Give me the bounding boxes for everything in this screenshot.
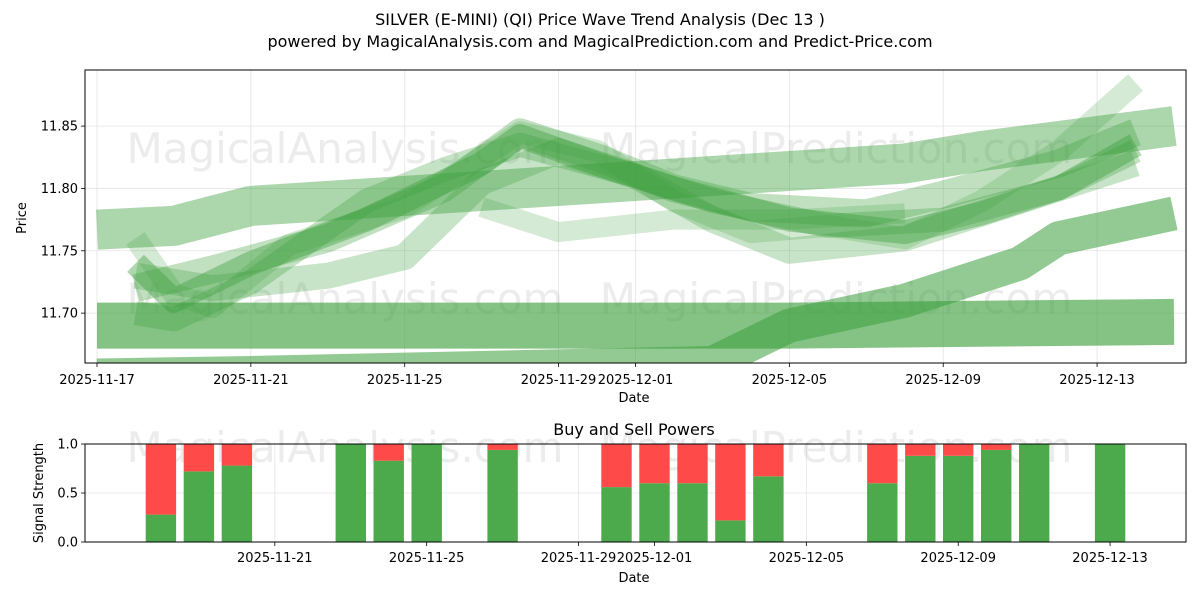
wave-band-2 [97,298,1175,349]
y-tick-label: 1.0 [57,438,78,453]
wave-band-5 [126,74,1143,318]
y-tick-label: 11.70 [41,307,78,322]
x-tick-label: 2025-12-05 [769,551,845,566]
sell-bar [753,444,784,477]
y-tick-label: 11.85 [41,120,78,135]
x-tick-label: 2025-11-29 [541,551,617,566]
buy-bar [981,449,1012,542]
buy-bar [943,455,974,542]
sell-bar [183,444,215,472]
price-wave-plot: 2025-11-17 2025-11-21 2025-11-25 2025-11-29… [41,69,1187,388]
buy-bar [753,476,784,542]
bottom-chart-title: Buy and Sell Powers [553,420,715,439]
sell-bar [487,444,518,450]
buy-bar [373,460,404,542]
x-tick-label: 2025-11-21 [237,551,313,566]
buy-bar [411,444,442,542]
watermark-text: MagicalAnalysis.com [127,124,564,173]
sell-bar [677,444,708,484]
sell-bar [601,444,632,488]
wave-band-3 [96,196,1178,363]
x-tick-label: 2025-12-01 [617,551,693,566]
sell-bar [867,444,898,484]
sell-bar [373,444,404,461]
buy-bar [221,465,253,542]
sell-bar [981,444,1012,450]
x-tick-label: 2025-12-05 [752,373,828,388]
y-tick-label: 0.0 [57,536,78,551]
x-tick-label: 2025-12-09 [905,373,981,388]
sell-bar [639,444,670,484]
chart-subtitle: powered by MagicalAnalysis.com and Magic… [267,32,932,51]
buy-bar [639,483,670,542]
x-tick-label: 2025-11-29 [521,373,597,388]
buy-bar [1094,444,1126,542]
buy-bar [487,449,518,542]
x-tick-label: 2025-11-17 [59,373,135,388]
sell-bar [145,444,177,515]
buy-bar [715,520,746,542]
buy-bar [1019,444,1050,542]
y-axis-label-top: Price [15,202,30,234]
buy-bar [905,455,936,542]
sell-bar [905,444,936,456]
x-axis-label-top: Date [618,391,649,406]
buy-bar [601,487,632,542]
wave-bands [96,74,1178,363]
sell-bar [943,444,974,456]
plot-frame-top [84,69,1187,364]
buy-bar [677,483,708,542]
buy-bar [145,514,177,542]
wave-band-8 [478,197,906,243]
buy-bar [867,483,898,542]
chart-title: SILVER (E-MINI) (QI) Price Wave Trend An… [375,10,825,29]
plot-frame-bottom [84,443,1187,543]
x-tick-label: 2025-12-13 [1072,551,1148,566]
sell-bar [715,444,746,521]
y-axis-label-bottom: Signal Strength [32,443,47,543]
sell-bar [221,444,253,466]
buy-bar [335,444,366,542]
x-tick-label: 2025-11-25 [367,373,443,388]
wave-band-4 [127,124,1142,313]
y-tick-label: 11.80 [41,182,78,197]
y-tick-label: 0.5 [57,487,78,502]
buy-sell-plot: 2025-11-21 2025-11-25 2025-11-29 2025-12-01… [57,423,1187,566]
wave-band-7 [132,118,1141,302]
wave-band-1 [96,106,1177,250]
x-tick-label: 2025-12-09 [920,551,996,566]
x-tick-label: 2025-11-21 [213,373,289,388]
wave-band-9 [133,132,1141,332]
x-tick-label: 2025-11-25 [389,551,465,566]
buy-bar [183,471,215,542]
x-tick-label: 2025-12-13 [1059,373,1135,388]
watermark-text: MagicalPrediction.com [600,124,1073,173]
wave-band-6 [133,138,1140,302]
x-axis-label-bottom: Date [618,571,649,586]
y-tick-label: 11.75 [41,244,78,259]
x-tick-label: 2025-12-01 [598,373,674,388]
